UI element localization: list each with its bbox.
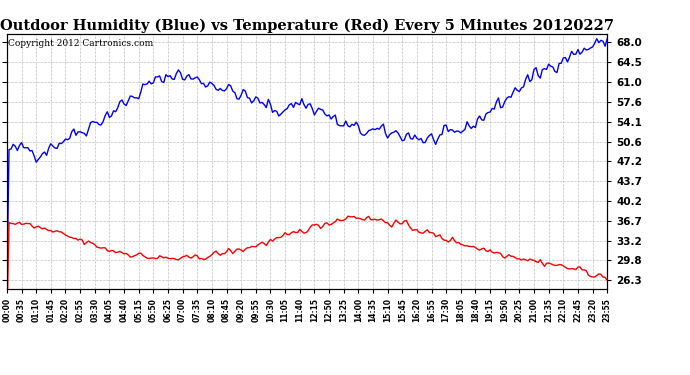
Title: Outdoor Humidity (Blue) vs Temperature (Red) Every 5 Minutes 20120227: Outdoor Humidity (Blue) vs Temperature (… — [0, 18, 614, 33]
Text: Copyright 2012 Cartronics.com: Copyright 2012 Cartronics.com — [8, 39, 153, 48]
